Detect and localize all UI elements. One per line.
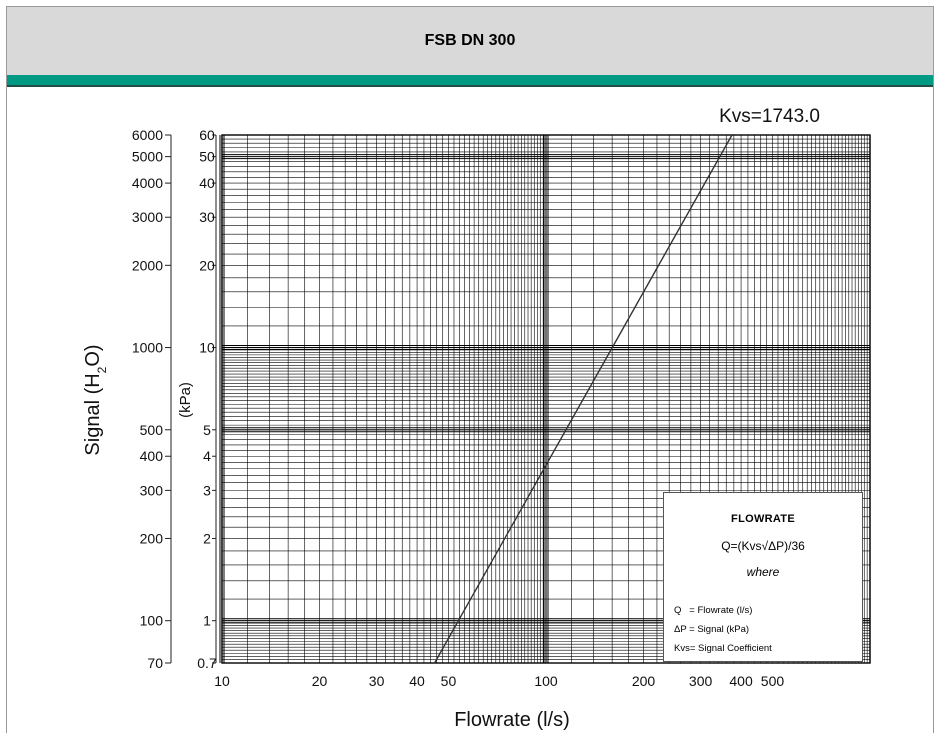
y-tick-label-h2o: 5000 bbox=[132, 149, 163, 165]
x-tick-label: 300 bbox=[689, 673, 713, 689]
accent-bar-shadow bbox=[7, 85, 933, 87]
y-axis-label-kpa: (kPa) bbox=[177, 382, 194, 418]
y-axis-label-h2o: Signal (H2O) bbox=[82, 344, 109, 455]
y-tick-label-kpa: 5 bbox=[203, 422, 211, 438]
x-tick-label: 30 bbox=[369, 673, 385, 689]
x-tick-label: 10 bbox=[214, 673, 230, 689]
y-tick-label-kpa: 60 bbox=[199, 127, 215, 143]
y-tick-label-kpa: 30 bbox=[199, 209, 215, 225]
y-tick-label-h2o: 6000 bbox=[132, 127, 163, 143]
outer-frame bbox=[6, 6, 934, 733]
x-tick-labels: 10 20 30 40 50 100 200 300 400 500 bbox=[214, 673, 784, 689]
y-tick-label-h2o: 500 bbox=[140, 422, 164, 438]
x-axis-label: Flowrate (l/s) bbox=[454, 709, 570, 731]
y-tick-label-h2o: 4000 bbox=[132, 175, 163, 191]
legend-definition-q: Q = Flowrate (l/s) bbox=[674, 605, 753, 616]
y-tick-label-h2o: 70 bbox=[147, 655, 163, 671]
y-tick-label-kpa: 10 bbox=[199, 340, 215, 356]
y-tick-labels-h2o: 70 100 200 300 400 500 1000 2000 3000 4000 5000 600… bbox=[132, 127, 163, 671]
y-tick-label-h2o: 1000 bbox=[132, 340, 163, 356]
legend-definition-kvs: Kvs= Signal Coefficient bbox=[674, 643, 772, 654]
x-tick-label: 200 bbox=[632, 673, 656, 689]
grid-major bbox=[219, 134, 871, 663]
legend-title: FLOWRATE bbox=[731, 513, 795, 525]
legend-where: where bbox=[746, 565, 780, 579]
y-tick-label-kpa: 1 bbox=[203, 613, 211, 629]
y-tick-label-kpa: 2 bbox=[203, 530, 211, 546]
page-title: FSB DN 300 bbox=[424, 32, 516, 49]
y-tick-label-kpa: 3 bbox=[203, 482, 211, 498]
y-tick-label-kpa: 50 bbox=[199, 149, 215, 165]
x-tick-label: 50 bbox=[441, 673, 457, 689]
series-line-kvs bbox=[433, 134, 733, 664]
y-tick-label-h2o: 3000 bbox=[132, 209, 163, 225]
y-tick-labels-kpa: 0.7 1 2 3 4 5 10 20 30 40 50 60 bbox=[197, 127, 217, 671]
y-tick-label-h2o: 300 bbox=[140, 482, 164, 498]
flowrate-legend-box: FLOWRATE Q=(Kvs√ΔP)/36 where Q = Flowrat… bbox=[663, 492, 863, 662]
plot-border bbox=[221, 134, 871, 664]
axes bbox=[165, 134, 871, 664]
legend-formula: Q=(Kvs√ΔP)/36 bbox=[721, 539, 805, 553]
x-tick-label: 100 bbox=[534, 673, 558, 689]
series-lines bbox=[433, 134, 733, 664]
y-tick-label-h2o: 2000 bbox=[132, 257, 163, 273]
y-tick-label-h2o: 200 bbox=[140, 530, 164, 546]
y-tick-label-h2o: 400 bbox=[140, 448, 164, 464]
y-tick-label-h2o: 100 bbox=[140, 613, 164, 629]
x-tick-label: 400 bbox=[729, 673, 753, 689]
y-tick-label-kpa: 20 bbox=[199, 257, 215, 273]
x-tick-label: 500 bbox=[761, 673, 785, 689]
x-tick-label: 40 bbox=[409, 673, 425, 689]
y-tick-label-kpa: 40 bbox=[199, 175, 215, 191]
y-tick-label-kpa: 0.7 bbox=[197, 655, 217, 671]
legend-definition-dp: ΔP = Signal (kPa) bbox=[674, 624, 750, 635]
y-tick-label-kpa: 4 bbox=[203, 448, 211, 464]
header-bar: FSB DN 300 bbox=[7, 7, 933, 75]
accent-bar bbox=[7, 75, 933, 85]
x-tick-label: 20 bbox=[312, 673, 328, 689]
kvs-annotation: Kvs=1743.0 bbox=[719, 106, 820, 127]
